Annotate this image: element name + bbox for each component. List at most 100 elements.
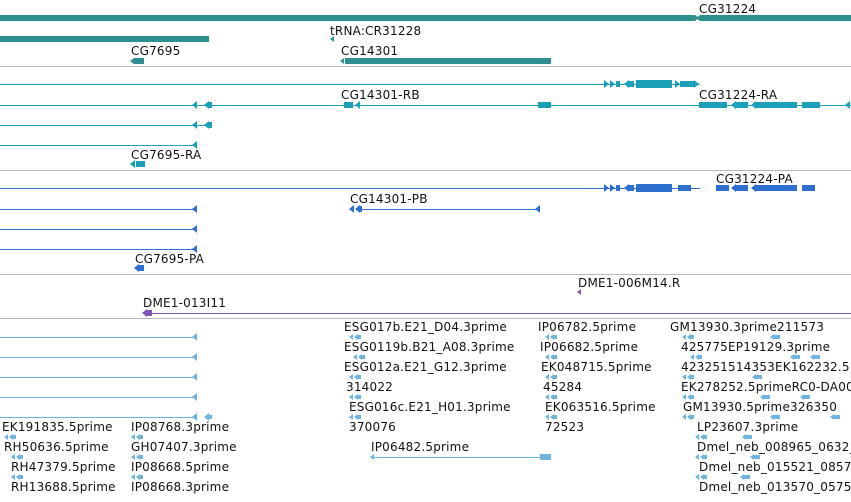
feature-label-est[interactable]: Dmel_neb_008965_0632_: [697, 440, 851, 454]
strand-arrow: [192, 205, 197, 213]
strand-arrow: [731, 101, 736, 109]
strand-arrow: [131, 474, 135, 480]
exon-block: [699, 355, 702, 359]
exon-block: [774, 335, 780, 339]
exon-block: [704, 475, 707, 479]
feature-label-est[interactable]: GM13930.3prime211573: [670, 320, 825, 334]
feature-label-cg14301-pb[interactable]: CG14301-PB: [350, 192, 428, 206]
feature-label-est[interactable]: 72523: [545, 420, 585, 434]
intron-line: [0, 125, 212, 126]
feature-label-est[interactable]: RH50636.5prime: [4, 440, 109, 454]
exon-block: [628, 81, 634, 87]
exon-block: [756, 375, 762, 379]
feature-label-est[interactable]: EK063516.5prime: [545, 400, 656, 414]
feature-label-dme1-006m14-r[interactable]: DME1-006M14.R: [578, 276, 681, 290]
strand-arrow: [16, 474, 20, 480]
exon-block: [554, 335, 557, 339]
exon-block: [554, 415, 557, 419]
strand-arrow: [136, 474, 140, 480]
feature-label-est[interactable]: RH13688.5prime: [11, 480, 116, 494]
feature-label-est[interactable]: IP06782.5prime: [538, 320, 637, 334]
intron-line: [0, 417, 197, 418]
feature-label-cg7695[interactable]: CG7695: [131, 44, 181, 58]
strand-arrow: [349, 394, 353, 400]
exon-block: [774, 415, 780, 419]
feature-label-est[interactable]: Dmel_neb_013570_0575: [699, 480, 851, 494]
feature-label-est[interactable]: EK278252.5primeRC0-DA00: [681, 380, 851, 394]
feature-label-est[interactable]: IP06682.5prime: [540, 340, 639, 354]
exon-block: [139, 265, 144, 271]
feature-label-est[interactable]: ESG017b.E21_D04.3prime: [344, 320, 508, 334]
feature-label-dme1-013i11[interactable]: DME1-013I11: [143, 296, 227, 310]
strand-arrow: [16, 454, 20, 460]
strand-arrow: [800, 394, 804, 400]
feature-label-est[interactable]: ESG016c.E21_H01.3prime: [349, 400, 511, 414]
exon-block: [764, 395, 770, 399]
strand-arrow: [192, 245, 197, 253]
strand-arrow: [131, 434, 135, 440]
intron-line: [0, 188, 700, 189]
exon-block: [140, 435, 143, 439]
exon-block: [736, 185, 748, 191]
strand-arrow: [604, 184, 609, 192]
feature-label-est[interactable]: IP08668.5prime: [131, 460, 230, 474]
strand-arrow: [550, 394, 554, 400]
feature-label-est[interactable]: EK191835.5prime: [2, 420, 113, 434]
feature-label-cg31224-ra[interactable]: CG31224-RA: [699, 88, 778, 102]
exon-block: [134, 58, 144, 64]
strand-arrow: [535, 205, 540, 213]
strand-arrow: [330, 36, 334, 42]
strand-arrow: [550, 374, 554, 380]
feature-label-est[interactable]: IP06482.5prime: [371, 440, 470, 454]
feature-label-est[interactable]: 370076: [349, 420, 397, 434]
feature-label-est[interactable]: LP23607.3prime: [697, 420, 799, 434]
feature-label-est[interactable]: 45284: [543, 380, 583, 394]
feature-label-est[interactable]: ESG0119b.B21_A08.3prime: [344, 340, 515, 354]
strand-arrow: [751, 184, 756, 192]
exon-block: [834, 415, 840, 419]
strand-arrow: [624, 184, 629, 192]
exon-block: [360, 206, 362, 212]
feature-label-est[interactable]: GH07407.3prime: [131, 440, 237, 454]
strand-arrow: [550, 414, 554, 420]
strand-arrow: [204, 101, 209, 109]
strand-arrow: [11, 474, 15, 480]
feature-label-est[interactable]: GM13930.5prime326350: [683, 400, 838, 414]
strand-arrow: [687, 414, 691, 420]
feature-label-trna-cr31228[interactable]: tRNA:CR31228: [330, 24, 422, 38]
intron-line: [0, 249, 197, 250]
exon-block: [358, 335, 361, 339]
exon-block: [691, 375, 694, 379]
intron-line: [0, 377, 197, 378]
feature-label-cg7695-ra[interactable]: CG7695-RA: [131, 148, 202, 162]
feature-label-est[interactable]: 314022: [346, 380, 394, 394]
strand-arrow: [751, 101, 756, 109]
feature-label-cg7695-pa[interactable]: CG7695-PA: [135, 252, 205, 266]
strand-arrow: [695, 354, 699, 360]
feature-label-cg14301-rb[interactable]: CG14301-RB: [341, 88, 420, 102]
exon-block: [140, 455, 143, 459]
feature-label-cg31224[interactable]: CG31224: [699, 2, 757, 16]
feature-label-est[interactable]: RH47379.5prime: [11, 460, 116, 474]
feature-label-cg14301[interactable]: CG14301: [341, 44, 399, 58]
feature-label-est[interactable]: 425775EP19129.3prime: [681, 340, 831, 354]
strand-arrow: [690, 354, 694, 360]
strand-arrow: [130, 160, 135, 168]
exon-block: [0, 36, 209, 42]
strand-arrow: [682, 374, 686, 380]
feature-label-est[interactable]: IP08668.3prime: [131, 480, 230, 494]
intron-line: [0, 229, 197, 230]
feature-label-est[interactable]: ESG012a.E21_G12.3prime: [344, 360, 507, 374]
strand-arrow: [675, 80, 680, 88]
strand-arrow: [11, 454, 15, 460]
feature-label-est[interactable]: EK048715.5prime: [541, 360, 652, 374]
exon-block: [716, 185, 729, 191]
strand-arrow: [845, 101, 850, 109]
feature-label-est[interactable]: Dmel_neb_015521_0857: [699, 460, 851, 474]
strand-arrow: [192, 121, 197, 129]
feature-label-cg31224-pa[interactable]: CG31224-PA: [716, 172, 793, 186]
feature-label-est[interactable]: IP08768.3prime: [131, 420, 230, 434]
strand-arrow: [610, 80, 615, 88]
feature-label-est[interactable]: 423251514353EK162232.5: [681, 360, 850, 374]
